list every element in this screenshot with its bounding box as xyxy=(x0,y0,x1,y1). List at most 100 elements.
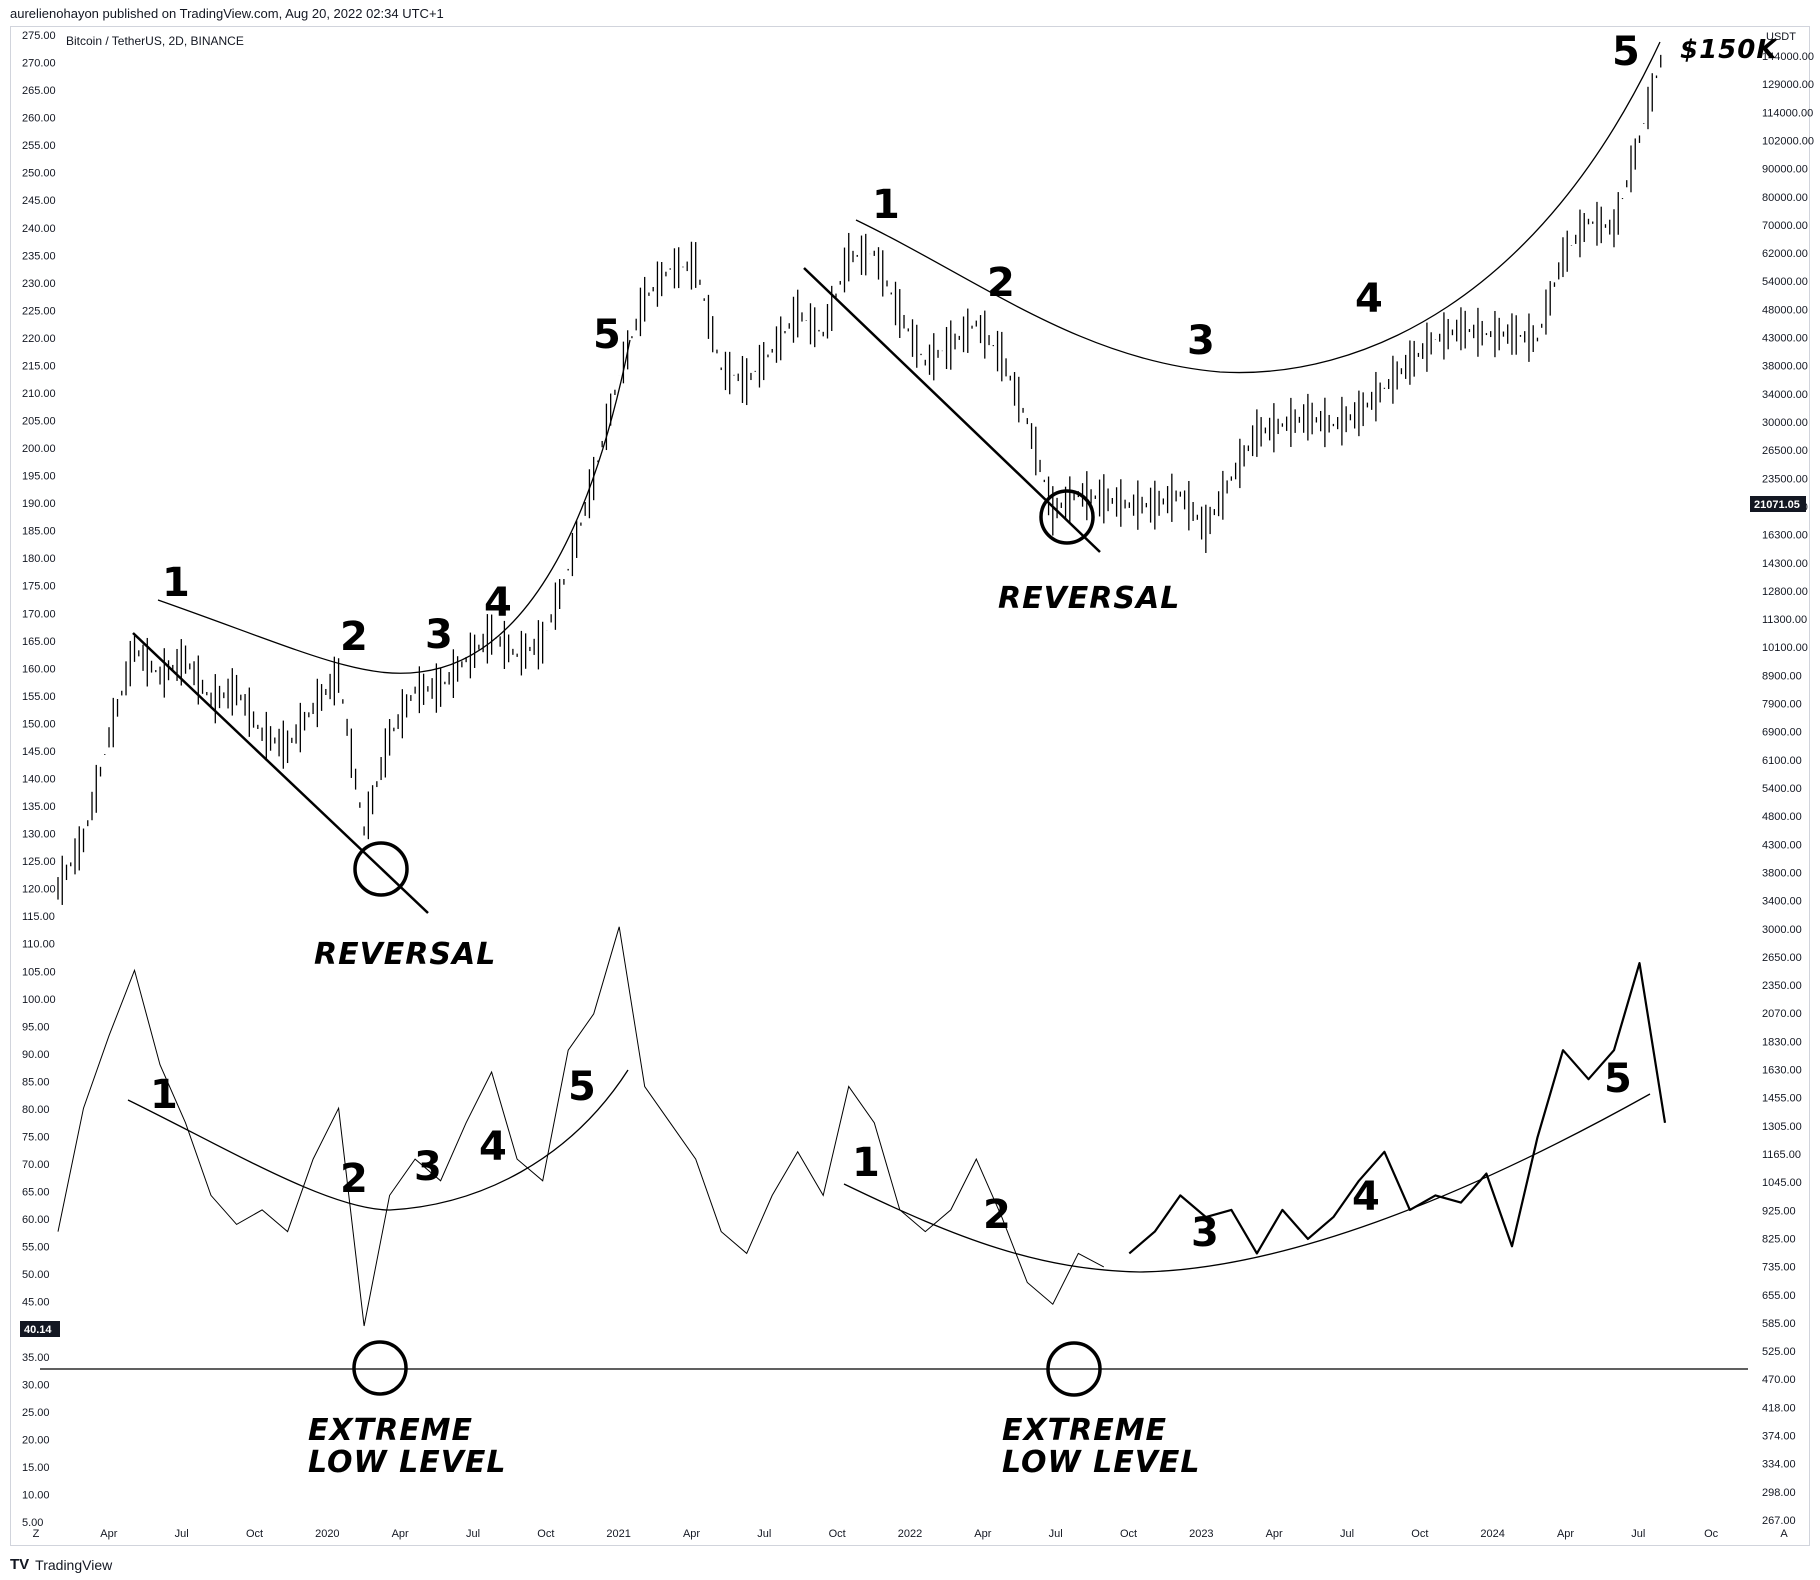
x-tick-label: 2020 xyxy=(315,1528,339,1540)
price-series-layer xyxy=(57,54,1662,905)
right-tick-label: 1045.00 xyxy=(1762,1177,1802,1189)
right-tick-label: 62000.00 xyxy=(1762,248,1808,260)
bottom-wave1-label-5: 5 xyxy=(568,1064,596,1110)
left-tick-label: 175.00 xyxy=(22,581,56,593)
publisher-header: aurelienohayon published on TradingView.… xyxy=(10,6,444,21)
right-tick-label: 1305.00 xyxy=(1762,1121,1802,1133)
right-tick-label: 23500.00 xyxy=(1762,473,1808,485)
trendline-1 xyxy=(132,632,429,914)
left-tick-label: 150.00 xyxy=(22,718,56,730)
top-wave1-label-4: 4 xyxy=(484,580,512,626)
x-tick-label: Apr xyxy=(683,1528,700,1540)
left-tick-label: 235.00 xyxy=(22,250,56,262)
right-tick-label: 334.00 xyxy=(1762,1459,1796,1471)
right-tick-label: 144000.00 xyxy=(1762,51,1814,63)
right-tick-label: 4800.00 xyxy=(1762,811,1802,823)
x-tick-label: Jul xyxy=(466,1528,480,1540)
bottom-wave1-label-1: 1 xyxy=(150,1072,178,1118)
x-tick-label: Jul xyxy=(1340,1528,1354,1540)
left-tick-label: 85.00 xyxy=(22,1076,50,1088)
left-tick-label: 100.00 xyxy=(22,994,56,1006)
right-tick-label: 585.00 xyxy=(1762,1318,1796,1330)
extreme-circle-2 xyxy=(1046,1341,1102,1397)
right-tick-label: 655.00 xyxy=(1762,1290,1796,1302)
x-tick-label: Jul xyxy=(175,1528,189,1540)
bottom-wave1-label-2: 2 xyxy=(340,1156,368,1202)
tradingview-logo-icon: TV xyxy=(10,1556,30,1573)
right-tick-label: 114000.00 xyxy=(1762,107,1813,119)
right-tick-label: 1455.00 xyxy=(1762,1093,1802,1105)
left-tick-label: 15.00 xyxy=(22,1462,50,1474)
right-tick-label: 735.00 xyxy=(1762,1262,1796,1274)
left-tick-label: 30.00 xyxy=(22,1379,50,1391)
x-tick-label: Apr xyxy=(1266,1528,1283,1540)
left-tick-label: 180.00 xyxy=(22,553,56,565)
indicator-badge: 40.14 xyxy=(24,1324,52,1336)
right-tick-label: 8900.00 xyxy=(1762,670,1802,682)
arc-bottom-1 xyxy=(127,1069,629,1211)
left-tick-label: 245.00 xyxy=(22,195,56,207)
footer-brand-name: TradingView xyxy=(35,1556,113,1573)
right-tick-label: 38000.00 xyxy=(1762,361,1808,373)
left-tick-label: 125.00 xyxy=(22,856,56,868)
x-tick-label: 2024 xyxy=(1480,1528,1504,1540)
indicator-line xyxy=(57,926,1105,1327)
x-tick-label: Jul xyxy=(1049,1528,1063,1540)
left-tick-label: 95.00 xyxy=(22,1021,50,1033)
reversal-label-2: REVERSAL xyxy=(998,581,1180,616)
left-tick-label: 55.00 xyxy=(22,1242,50,1254)
right-tick-label: 2070.00 xyxy=(1762,1008,1802,1020)
left-tick-label: 240.00 xyxy=(22,223,56,235)
x-tick-label: Jul xyxy=(1631,1528,1645,1540)
left-tick-label: 255.00 xyxy=(22,140,56,152)
left-tick-label: 205.00 xyxy=(22,416,56,428)
right-axis-unit: USDT xyxy=(1766,31,1796,43)
left-tick-label: 250.00 xyxy=(22,168,56,180)
right-tick-label: 12800.00 xyxy=(1762,586,1808,598)
right-tick-label: 5400.00 xyxy=(1762,783,1802,795)
left-tick-label: 65.00 xyxy=(22,1187,50,1199)
left-tick-label: 25.00 xyxy=(22,1407,50,1419)
right-tick-label: 6900.00 xyxy=(1762,727,1802,739)
extreme-label-2-line1: EXTREME xyxy=(1002,1413,1167,1448)
extreme-label-1-line1: EXTREME xyxy=(308,1413,473,1448)
right-tick-label: 1165.00 xyxy=(1762,1149,1801,1161)
top-wave1-label-3: 3 xyxy=(425,612,453,658)
left-tick-label: 230.00 xyxy=(22,278,56,290)
x-tick-label: Apr xyxy=(392,1528,409,1540)
right-tick-label: 80000.00 xyxy=(1762,192,1808,204)
extreme-label-2-line2: LOW LEVEL xyxy=(1002,1445,1201,1480)
right-tick-label: 129000.00 xyxy=(1762,79,1814,91)
target-label: $150K xyxy=(1680,35,1778,65)
right-axis: 144000.00 129000.00 114000.00 102000.00 9000… xyxy=(1762,51,1814,1527)
left-tick-label: 50.00 xyxy=(22,1269,50,1281)
x-tick-label: Apr xyxy=(974,1528,991,1540)
right-tick-label: 11300.00 xyxy=(1762,614,1807,626)
left-tick-label: 115.00 xyxy=(22,911,55,923)
right-tick-label: 16300.00 xyxy=(1762,530,1808,542)
top-wave1-label-5: 5 xyxy=(593,312,621,358)
left-tick-label: 70.00 xyxy=(22,1159,50,1171)
right-tick-label: 48000.00 xyxy=(1762,304,1808,316)
right-tick-label: 418.00 xyxy=(1762,1402,1796,1414)
left-axis: 275.00 270.00 265.00 260.00 255.00 250.00 245.… xyxy=(22,30,56,1529)
right-tick-label: 2650.00 xyxy=(1762,952,1802,964)
reversal-label-1: REVERSAL xyxy=(314,937,496,972)
price-badge: 21071.05 xyxy=(1754,499,1800,511)
left-tick-label: 80.00 xyxy=(22,1104,50,1116)
top-wave2-label-1: 1 xyxy=(872,182,900,228)
top-wave2-label-2: 2 xyxy=(987,260,1015,306)
left-tick-label: 170.00 xyxy=(22,608,56,620)
right-tick-label: 34000.00 xyxy=(1762,389,1808,401)
x-tick-label: Apr xyxy=(100,1528,117,1540)
chart-frame[interactable] xyxy=(10,26,1810,1546)
left-tick-label: 265.00 xyxy=(22,85,56,97)
left-tick-label: 190.00 xyxy=(22,498,56,510)
x-tick-label: 2021 xyxy=(606,1528,630,1540)
footer-brand[interactable]: TV TradingView xyxy=(10,1556,112,1573)
indicator-series-layer xyxy=(57,926,1667,1327)
left-tick-label: 45.00 xyxy=(22,1297,50,1309)
right-tick-label: 7900.00 xyxy=(1762,699,1802,711)
left-tick-label: 75.00 xyxy=(22,1131,50,1143)
